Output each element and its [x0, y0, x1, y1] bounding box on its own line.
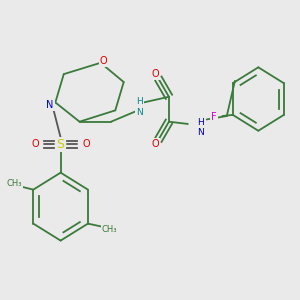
- Text: O: O: [32, 139, 39, 149]
- Text: H
N: H N: [136, 97, 143, 117]
- Text: CH₃: CH₃: [101, 225, 117, 234]
- Text: F: F: [211, 112, 217, 122]
- Text: S: S: [57, 138, 64, 151]
- Text: O: O: [82, 139, 90, 149]
- Text: O: O: [100, 56, 107, 65]
- Text: O: O: [152, 139, 159, 149]
- Text: CH₃: CH₃: [7, 179, 22, 188]
- Text: H
N: H N: [197, 118, 204, 137]
- Text: O: O: [152, 69, 159, 79]
- Text: N: N: [46, 100, 54, 110]
